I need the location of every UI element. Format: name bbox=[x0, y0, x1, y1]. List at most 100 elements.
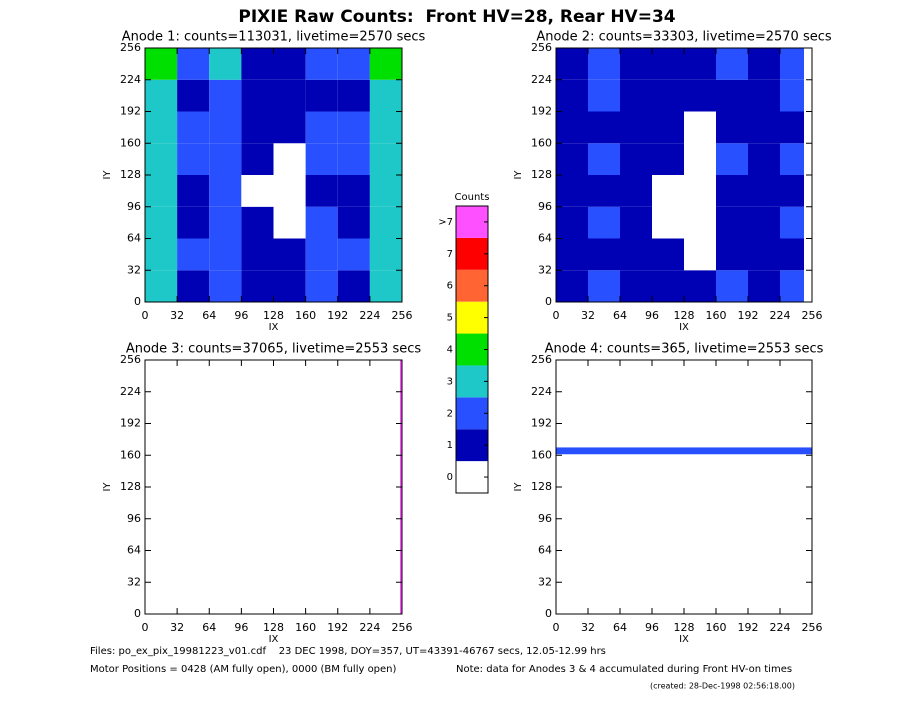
heatmap-cell bbox=[588, 143, 620, 175]
heatmap-cell bbox=[556, 206, 588, 239]
heatmap-cell bbox=[273, 270, 306, 302]
heatmap-cell bbox=[209, 143, 242, 175]
heatmap-cell bbox=[337, 111, 370, 144]
heatmap-cell bbox=[588, 270, 620, 302]
heatmap-cell bbox=[556, 454, 812, 614]
heatmap-cell bbox=[716, 111, 748, 144]
heatmap-cell bbox=[588, 175, 620, 207]
heatmap-cell bbox=[337, 206, 370, 239]
heatmap-cell bbox=[620, 79, 652, 112]
heatmap-cell bbox=[145, 360, 400, 614]
y-tick-label: 128 bbox=[120, 168, 141, 181]
x-tick-label: 224 bbox=[770, 621, 791, 634]
x-tick-label: 128 bbox=[263, 309, 284, 322]
heatmap-cell bbox=[652, 206, 684, 239]
y-tick-label: 96 bbox=[127, 512, 141, 525]
heatmap-cell bbox=[145, 111, 178, 144]
heatmap-cell bbox=[145, 79, 178, 112]
heatmap-cell bbox=[209, 175, 242, 207]
heatmap-cell bbox=[652, 111, 684, 144]
heatmap-cell bbox=[369, 175, 402, 207]
heatmap-cell bbox=[588, 238, 620, 271]
heatmap-cell bbox=[780, 79, 804, 112]
heatmap-cell bbox=[273, 79, 306, 112]
x-axis-label: IX bbox=[679, 634, 689, 645]
heatmap-cell bbox=[652, 48, 684, 80]
x-tick-label: 64 bbox=[202, 621, 216, 634]
heatmap-cell bbox=[209, 238, 242, 271]
x-tick-label: 64 bbox=[202, 309, 216, 322]
x-tick-label: 256 bbox=[802, 621, 823, 634]
heatmap-cell bbox=[273, 143, 306, 175]
x-tick-label: 96 bbox=[645, 621, 659, 634]
colorbar-swatch bbox=[456, 429, 488, 462]
heatmap-cell bbox=[145, 270, 178, 302]
panel-title: Anode 4: counts=365, livetime=2553 secs bbox=[545, 342, 824, 357]
footer-created: (created: 28-Dec-1998 02:56:18.00) bbox=[650, 682, 795, 691]
x-tick-label: 224 bbox=[359, 309, 380, 322]
heatmap-cell bbox=[241, 143, 274, 175]
y-tick-label: 224 bbox=[120, 73, 141, 86]
heatmap-cell bbox=[716, 206, 748, 239]
y-axis-label: IY bbox=[513, 170, 524, 180]
x-tick-label: 224 bbox=[359, 621, 380, 634]
x-tick-label: 64 bbox=[613, 309, 627, 322]
heatmap-cell bbox=[241, 111, 274, 144]
heatmap-cell bbox=[177, 48, 210, 80]
heatmap-cell bbox=[716, 48, 748, 80]
y-tick-label: 32 bbox=[127, 575, 141, 588]
heatmap-cell bbox=[305, 238, 338, 271]
heatmap-cell bbox=[620, 175, 652, 207]
heatmap-cell bbox=[684, 79, 716, 112]
y-tick-label: 128 bbox=[120, 480, 141, 493]
heatmap-cell bbox=[748, 79, 780, 112]
y-tick-label: 64 bbox=[538, 544, 552, 557]
y-tick-label: 128 bbox=[531, 168, 552, 181]
footer-motor: Motor Positions = 0428 (AM fully open), … bbox=[90, 664, 397, 675]
colorbar-swatch bbox=[456, 301, 488, 334]
y-tick-label: 256 bbox=[120, 353, 141, 366]
panel-title: Anode 3: counts=37065, livetime=2553 sec… bbox=[126, 342, 422, 357]
heatmap-cell bbox=[588, 111, 620, 144]
heatmap-cell bbox=[748, 48, 780, 80]
y-tick-label: 64 bbox=[127, 232, 141, 245]
x-tick-label: 192 bbox=[738, 621, 759, 634]
heatmap-cell bbox=[337, 48, 370, 80]
heatmap-cell bbox=[177, 79, 210, 112]
heatmap-cell bbox=[145, 143, 178, 175]
y-axis-label: IY bbox=[102, 170, 113, 180]
heatmap-cell bbox=[337, 143, 370, 175]
y-tick-label: 224 bbox=[531, 73, 552, 86]
heatmap-cell bbox=[337, 238, 370, 271]
x-axis-label: IX bbox=[679, 322, 689, 333]
heatmap-cell bbox=[305, 175, 338, 207]
x-tick-label: 0 bbox=[142, 621, 149, 634]
heatmap-cell bbox=[652, 79, 684, 112]
x-tick-label: 256 bbox=[392, 309, 413, 322]
y-tick-label: 128 bbox=[531, 480, 552, 493]
heatmap-cell bbox=[780, 111, 804, 144]
heatmap-cell bbox=[337, 79, 370, 112]
y-tick-label: 256 bbox=[531, 353, 552, 366]
heatmap-cell bbox=[241, 238, 274, 271]
colorbar-swatch bbox=[456, 333, 488, 366]
x-tick-label: 32 bbox=[581, 621, 595, 634]
heatmap-cell bbox=[337, 270, 370, 302]
heatmap-cell bbox=[620, 111, 652, 144]
colorbar-tick-label: 2 bbox=[447, 408, 453, 419]
heatmap-cell bbox=[748, 270, 780, 302]
x-axis-label: IX bbox=[269, 634, 279, 645]
colorbar-tick-label: 1 bbox=[447, 440, 453, 451]
colorbar-swatch bbox=[456, 206, 488, 238]
panel-title: Anode 1: counts=113031, livetime=2570 se… bbox=[122, 30, 426, 45]
x-tick-label: 224 bbox=[770, 309, 791, 322]
y-tick-label: 32 bbox=[538, 263, 552, 276]
y-axis-label: IY bbox=[513, 482, 524, 492]
x-tick-label: 32 bbox=[170, 621, 184, 634]
x-tick-label: 0 bbox=[553, 309, 560, 322]
heatmap-cell bbox=[684, 111, 716, 144]
heatmap-cell bbox=[209, 111, 242, 144]
heatmap-cell bbox=[780, 175, 804, 207]
x-tick-label: 160 bbox=[295, 621, 316, 634]
